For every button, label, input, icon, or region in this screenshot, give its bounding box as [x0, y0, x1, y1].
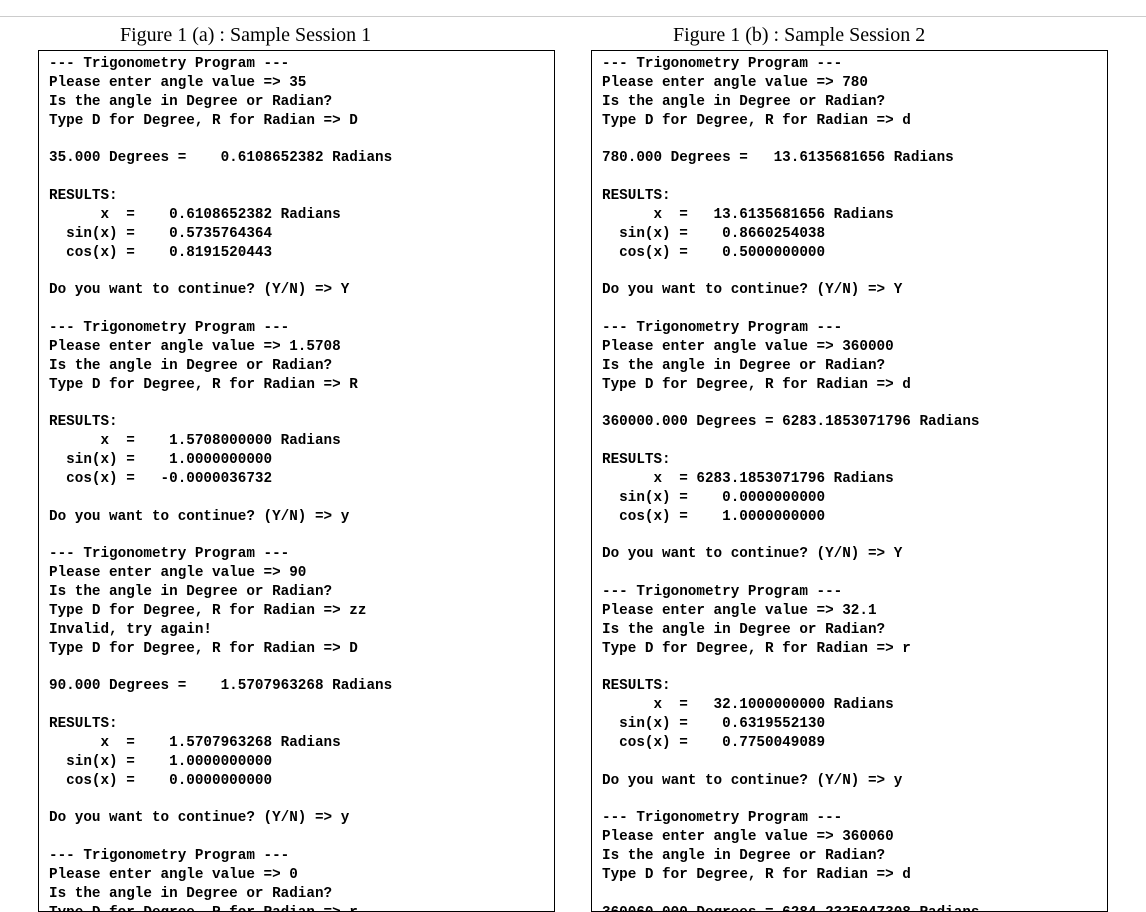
figure-a-terminal: --- Trigonometry Program --- Please ente… — [49, 55, 544, 912]
top-divider — [0, 0, 1146, 17]
figure-a-title: Figure 1 (a) : Sample Session 1 — [20, 23, 573, 48]
figures-container: Figure 1 (a) : Sample Session 1 --- Trig… — [0, 17, 1146, 912]
figure-b-panel: --- Trigonometry Program --- Please ente… — [591, 50, 1108, 912]
figure-a-column: Figure 1 (a) : Sample Session 1 --- Trig… — [20, 23, 573, 912]
figure-b-title: Figure 1 (b) : Sample Session 2 — [573, 23, 1126, 48]
figure-a-panel: --- Trigonometry Program --- Please ente… — [38, 50, 555, 912]
figure-b-column: Figure 1 (b) : Sample Session 2 --- Trig… — [573, 23, 1126, 912]
figure-b-terminal: --- Trigonometry Program --- Please ente… — [602, 55, 1097, 912]
